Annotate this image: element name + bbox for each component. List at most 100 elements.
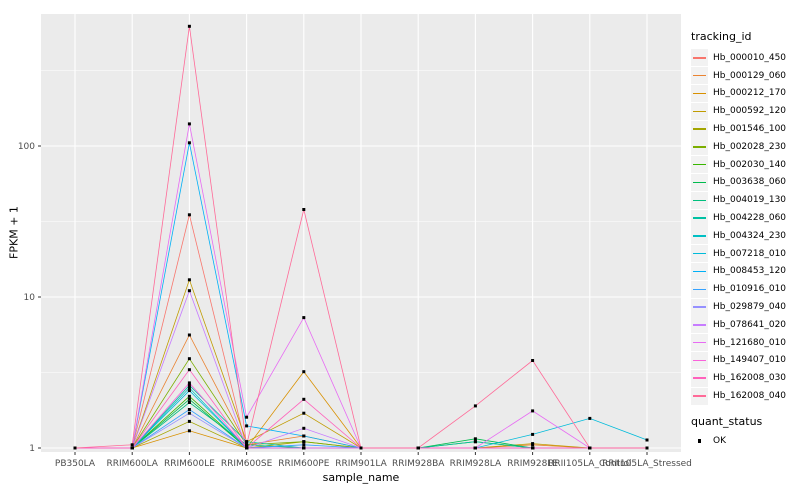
legend-key-swatch bbox=[691, 84, 708, 102]
x-tick-label: RRIM600PE bbox=[278, 459, 330, 469]
data-point bbox=[187, 24, 191, 28]
legend-item: Hb_000212_170 bbox=[691, 84, 799, 103]
legend-label: Hb_007218_010 bbox=[713, 248, 787, 259]
data-point bbox=[187, 429, 191, 433]
data-point bbox=[245, 424, 249, 428]
legend-item: Hb_149407_010 bbox=[691, 351, 799, 370]
legend-key-swatch bbox=[691, 102, 708, 120]
legend-item: Hb_004324_230 bbox=[691, 227, 799, 245]
legend-item: Hb_002028_230 bbox=[691, 138, 799, 156]
data-point bbox=[531, 359, 535, 362]
legend-key-swatch bbox=[691, 120, 708, 138]
legend-item: Hb_162008_030 bbox=[691, 369, 799, 387]
data-point bbox=[187, 213, 191, 217]
legend-item: Hb_003638_060 bbox=[691, 173, 799, 192]
legend: tracking_id Hb_000010_450 Hb_000129_060 Hb… bbox=[691, 30, 799, 450]
data-point bbox=[302, 316, 306, 320]
legend-item: Hb_002030_140 bbox=[691, 156, 799, 174]
legend-key-swatch bbox=[691, 191, 708, 209]
legend-label: Hb_078641_020 bbox=[713, 319, 787, 330]
legend-label: Hb_000212_170 bbox=[713, 88, 787, 99]
legend-label: Hb_029879_040 bbox=[713, 302, 787, 313]
data-point bbox=[416, 446, 420, 450]
data-point bbox=[302, 397, 306, 401]
legend-item: Hb_004228_060 bbox=[691, 209, 799, 227]
data-point bbox=[245, 440, 249, 444]
data-point bbox=[187, 333, 191, 337]
legend-label: Hb_004228_060 bbox=[713, 213, 787, 224]
data-point bbox=[531, 409, 535, 413]
legend-key-swatch bbox=[691, 156, 708, 174]
legend-label: Hb_000592_120 bbox=[713, 106, 787, 117]
legend-key-swatch bbox=[691, 316, 708, 334]
legend-label: Hb_162008_040 bbox=[713, 391, 787, 402]
data-point bbox=[130, 443, 134, 447]
legend-item-ok: OK bbox=[691, 432, 799, 450]
legend-title-quant-status: quant_status bbox=[691, 414, 763, 428]
legend-label: Hb_002030_140 bbox=[713, 159, 787, 170]
legend-key-swatch bbox=[691, 387, 708, 405]
data-point bbox=[245, 446, 249, 450]
legend-label: Hb_000010_450 bbox=[713, 52, 787, 63]
y-tick-label: 10 bbox=[24, 293, 36, 303]
legend-label: Hb_003638_060 bbox=[713, 177, 787, 188]
data-point bbox=[302, 208, 306, 211]
data-point bbox=[473, 404, 477, 408]
data-point bbox=[473, 437, 477, 441]
legend-key-swatch bbox=[691, 227, 708, 245]
x-axis-title: sample_name bbox=[322, 471, 400, 484]
x-tick-label: RRIM928BA bbox=[392, 459, 445, 469]
legend-item: Hb_000592_120 bbox=[691, 102, 799, 120]
data-point bbox=[187, 394, 191, 398]
data-point bbox=[302, 443, 306, 447]
data-point bbox=[302, 426, 306, 430]
legend-item: Hb_000010_450 bbox=[691, 49, 799, 67]
data-point bbox=[187, 289, 191, 293]
legend-item: Hb_007218_010 bbox=[691, 245, 799, 263]
legend-key-swatch bbox=[691, 280, 708, 298]
data-point bbox=[187, 381, 191, 385]
legend-item: Hb_010916_010 bbox=[691, 280, 799, 298]
legend-key-swatch bbox=[691, 173, 708, 191]
data-point bbox=[245, 443, 249, 447]
legend-key-swatch bbox=[691, 351, 708, 369]
legend-title-tracking-id: tracking_id bbox=[691, 30, 752, 43]
data-point bbox=[73, 446, 77, 450]
data-point bbox=[187, 368, 191, 372]
legend-key-swatch bbox=[691, 245, 708, 263]
data-point bbox=[645, 438, 649, 442]
legend-item: Hb_162008_040 bbox=[691, 387, 799, 405]
data-point bbox=[302, 411, 306, 415]
data-point bbox=[645, 446, 649, 450]
legend-item: Hb_001546_100 bbox=[691, 120, 799, 138]
data-point bbox=[302, 440, 306, 444]
legend-key-swatch bbox=[691, 138, 708, 156]
x-tick-label: RRIM600LE bbox=[164, 459, 215, 469]
data-point bbox=[187, 357, 191, 361]
legend-label: Hb_008453_120 bbox=[713, 266, 787, 277]
data-point bbox=[302, 370, 306, 374]
legend-item: Hb_004019_130 bbox=[691, 191, 799, 209]
x-tick-label: RRII105LA_Control bbox=[548, 459, 631, 469]
legend-key-swatch bbox=[691, 209, 708, 227]
data-point bbox=[588, 416, 592, 420]
legend-label: Hb_010916_010 bbox=[713, 284, 787, 295]
data-point bbox=[359, 446, 363, 450]
x-tick-label: RRIM901LA bbox=[335, 459, 387, 469]
legend-item: Hb_000129_060 bbox=[691, 67, 799, 85]
legend-key-swatch bbox=[691, 262, 708, 280]
data-point bbox=[187, 419, 191, 423]
legend-label: Hb_000129_060 bbox=[713, 70, 787, 81]
data-point bbox=[531, 446, 535, 450]
legend-label: Hb_001546_100 bbox=[713, 124, 787, 135]
data-point bbox=[302, 434, 306, 438]
x-tick-label: RRIM600LA bbox=[106, 459, 158, 469]
data-point bbox=[588, 446, 592, 450]
data-point bbox=[187, 411, 191, 415]
legend-key-swatch bbox=[691, 334, 708, 352]
legend-label: Hb_004019_130 bbox=[713, 195, 787, 206]
x-tick-label: PB350LA bbox=[55, 459, 96, 469]
legend-label: Hb_002028_230 bbox=[713, 141, 787, 152]
